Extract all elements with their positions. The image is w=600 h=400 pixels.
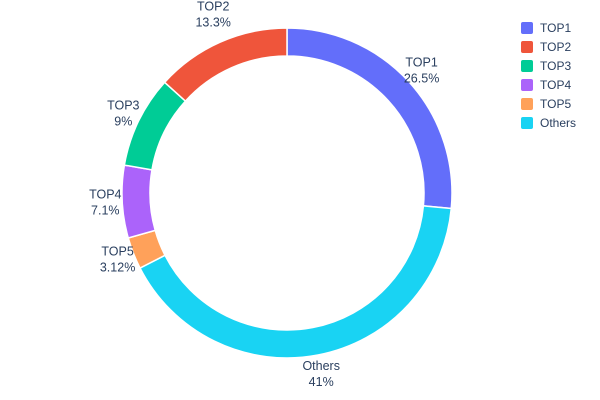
legend-label-top5: TOP5 bbox=[540, 97, 572, 111]
legend-swatch-top5 bbox=[521, 98, 533, 110]
legend-swatch-top2 bbox=[521, 41, 533, 53]
legend-label-top1: TOP1 bbox=[540, 21, 572, 35]
legend-label-top2: TOP2 bbox=[540, 40, 572, 54]
legend-label-top3: TOP3 bbox=[540, 59, 572, 73]
legend: TOP1 TOP2 TOP3 TOP4 TOP5 Others bbox=[521, 22, 576, 129]
legend-label-others: Others bbox=[540, 116, 577, 130]
legend-swatch-top1 bbox=[521, 22, 533, 34]
legend-item-top1[interactable]: TOP1 bbox=[521, 22, 576, 34]
pie-slice-top4[interactable] bbox=[121, 164, 157, 239]
slice-label-top2: TOP2 13.3% bbox=[195, 0, 230, 30]
legend-label-top4: TOP4 bbox=[540, 78, 572, 92]
legend-swatch-top3 bbox=[521, 60, 533, 72]
pie-slice-top3[interactable] bbox=[123, 81, 187, 171]
slice-label-top3: TOP3 9% bbox=[107, 98, 139, 128]
legend-swatch-others bbox=[521, 117, 533, 129]
legend-item-top2[interactable]: TOP2 bbox=[521, 41, 576, 53]
slice-label-top1: TOP1 26.5% bbox=[404, 56, 439, 86]
slice-label-top5: TOP5 3.12% bbox=[100, 245, 135, 275]
legend-item-others[interactable]: Others bbox=[521, 117, 576, 129]
legend-item-top5[interactable]: TOP5 bbox=[521, 98, 576, 110]
legend-swatch-top4 bbox=[521, 79, 533, 91]
slice-label-top4: TOP4 7.1% bbox=[89, 188, 121, 218]
legend-item-top3[interactable]: TOP3 bbox=[521, 60, 576, 72]
pie-slice-others[interactable] bbox=[139, 205, 453, 359]
pie-slice-top2[interactable] bbox=[163, 27, 288, 103]
slice-label-others: Others 41% bbox=[302, 359, 340, 389]
legend-item-top4[interactable]: TOP4 bbox=[521, 79, 576, 91]
